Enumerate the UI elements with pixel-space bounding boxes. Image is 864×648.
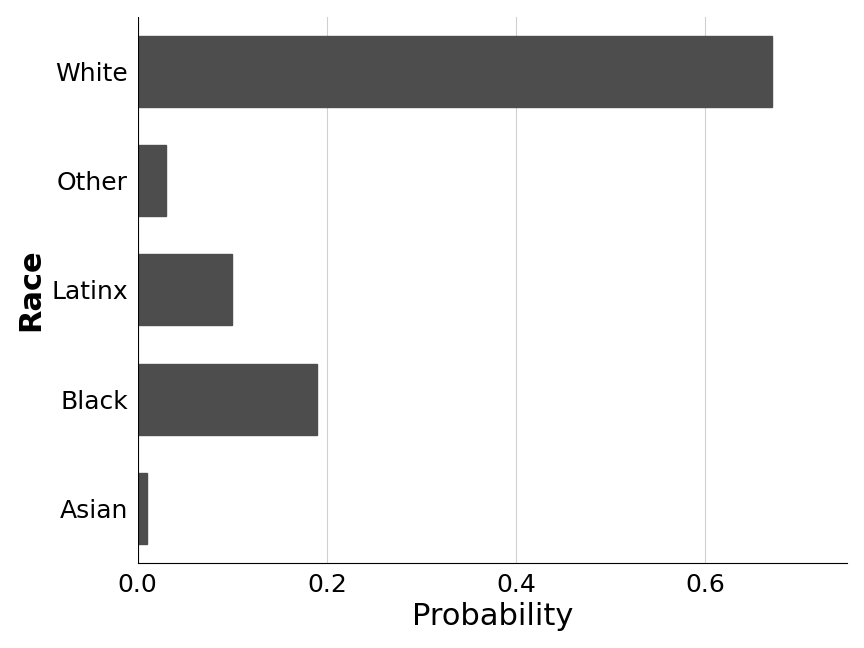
Bar	[137, 36, 772, 107]
Bar	[137, 145, 166, 216]
Bar	[137, 473, 147, 544]
X-axis label: Probability: Probability	[412, 603, 573, 631]
Y-axis label: Race: Race	[16, 249, 46, 331]
Bar	[137, 255, 232, 325]
Bar	[137, 364, 317, 435]
